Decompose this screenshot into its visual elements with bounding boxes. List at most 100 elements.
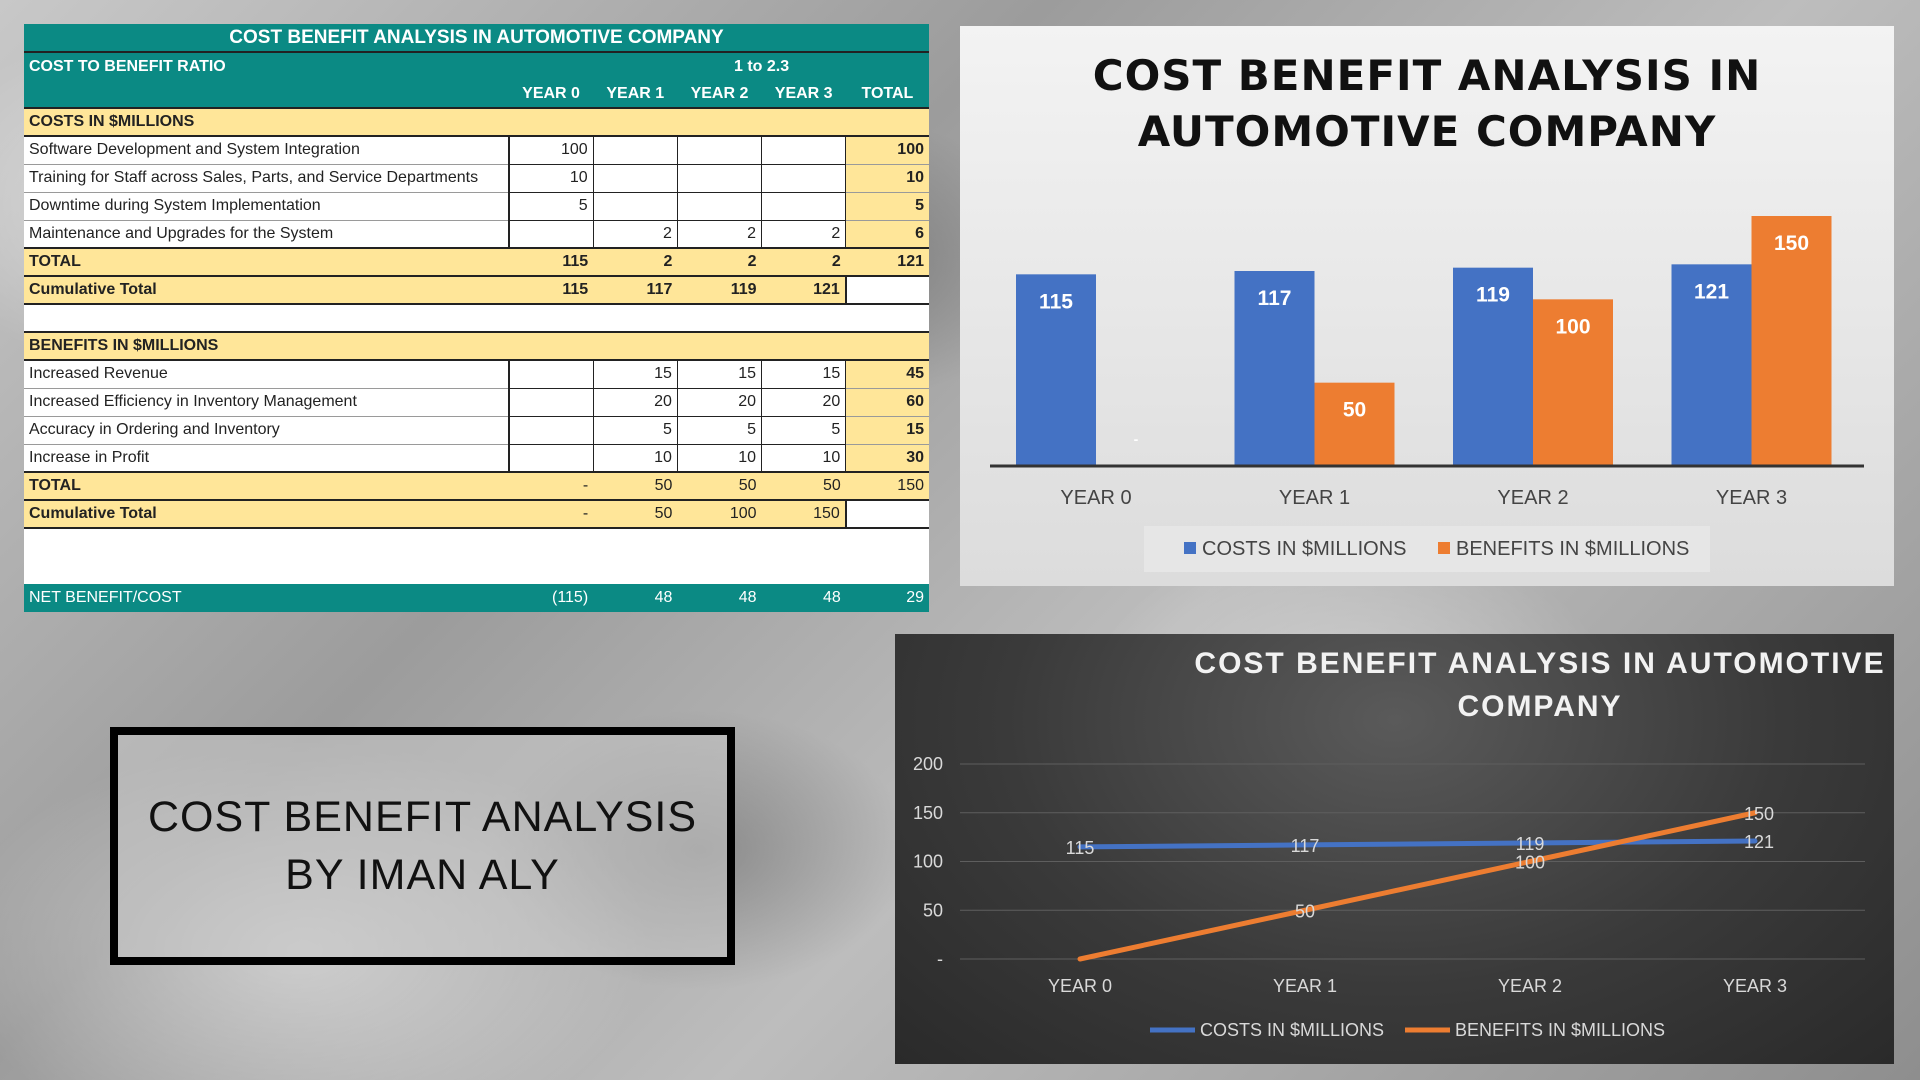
data-label: 100 bbox=[1515, 853, 1545, 873]
data-label: 50 bbox=[1343, 399, 1366, 422]
row-label: Training for Staff across Sales, Parts, … bbox=[24, 164, 510, 193]
spacer-cell bbox=[24, 556, 929, 584]
year-header: TOTAL bbox=[861, 84, 914, 102]
costs-total-row: TOTAL 115 2 2 2 121 bbox=[24, 247, 929, 277]
ratio-spacer bbox=[846, 52, 929, 80]
row-label: Increased Revenue bbox=[24, 360, 510, 389]
table-title: COST BENEFIT ANALYSIS IN AUTOMOTIVE COMP… bbox=[24, 24, 929, 53]
benefits-cumulative-row: Cumulative Total -50 100 150 bbox=[24, 500, 929, 529]
row-total: 10 bbox=[845, 164, 929, 193]
cell-value bbox=[508, 416, 594, 445]
costs-header-row: COSTS IN $MILLIONS bbox=[24, 107, 929, 137]
cell-value bbox=[677, 192, 763, 221]
legend-swatch bbox=[1184, 542, 1196, 554]
cumulative-label: Cumulative Total bbox=[24, 276, 509, 305]
author-title-line1: COST BENEFIT ANALYSIS bbox=[147, 793, 698, 841]
total-label: TOTAL bbox=[24, 247, 509, 277]
cumulative-blank bbox=[844, 276, 929, 305]
cell-value bbox=[761, 192, 847, 221]
cell-value bbox=[508, 220, 594, 249]
costs-cumulative-row: Cumulative Total 115 117 119 121 bbox=[24, 276, 929, 305]
spacer-row bbox=[24, 304, 929, 332]
x-tick-label: YEAR 2 bbox=[1498, 976, 1562, 996]
net-value: 48 bbox=[677, 584, 762, 612]
data-label: 115 bbox=[1066, 838, 1095, 858]
cell-value: 20 bbox=[677, 388, 763, 417]
line-chart: COST BENEFIT ANALYSIS IN AUTOMOTIVE COMPA… bbox=[895, 634, 1894, 1064]
bar bbox=[1016, 274, 1096, 466]
spacer-row bbox=[24, 556, 929, 584]
cell-value: 20 bbox=[593, 388, 678, 417]
cell-value: 5 bbox=[508, 192, 594, 221]
total-label: TOTAL bbox=[24, 471, 509, 501]
cell-value: 5 bbox=[677, 416, 763, 445]
chart-title: COST BENEFIT ANALYSIS IN bbox=[1093, 51, 1762, 100]
cell-value bbox=[508, 360, 594, 389]
bar bbox=[1533, 299, 1613, 466]
ratio-row: COST TO BENEFIT RATIO 1 to 2.3 bbox=[24, 52, 929, 80]
x-tick-label: YEAR 3 bbox=[1716, 487, 1787, 509]
year-header: YEAR 2 bbox=[690, 84, 749, 102]
author-title: COST BENEFIT ANALYSIS BY IMAN ALY bbox=[148, 788, 697, 904]
table-row: Downtime during System Implementation 5 5 bbox=[24, 192, 929, 221]
cell-value bbox=[508, 388, 594, 417]
cumulative-value: 50 bbox=[593, 500, 678, 529]
cell-value bbox=[677, 136, 763, 165]
y-tick-label: 150 bbox=[913, 803, 943, 823]
cell-value: 15 bbox=[677, 360, 763, 389]
row-total: 100 bbox=[845, 136, 929, 165]
total-value: 50 bbox=[593, 471, 678, 501]
data-label: 117 bbox=[1258, 287, 1292, 310]
grand-total: 121 bbox=[845, 247, 929, 277]
y-tick-label: 200 bbox=[913, 754, 943, 774]
bar bbox=[1234, 271, 1315, 466]
year-header: YEAR 3 bbox=[774, 84, 833, 102]
table-row: Increased Revenue 15 15 15 45 bbox=[24, 360, 929, 389]
data-label: 150 bbox=[1744, 804, 1774, 824]
cell-value: 2 bbox=[593, 220, 678, 249]
cumulative-value: 117 bbox=[593, 276, 678, 305]
net-value: 48 bbox=[761, 584, 846, 612]
row-label: Maintenance and Upgrades for the System bbox=[24, 220, 510, 249]
spacer-cell bbox=[24, 528, 929, 556]
cell-value: 5 bbox=[761, 416, 847, 445]
ratio-spacer bbox=[593, 52, 677, 80]
cell-value bbox=[761, 164, 847, 193]
cell-value: 10 bbox=[761, 444, 847, 473]
table-row: Software Development and System Integrat… bbox=[24, 136, 929, 165]
year-header: YEAR 0 bbox=[522, 84, 580, 102]
chart-title: COST BENEFIT ANALYSIS IN AUTOMOTIVE bbox=[1194, 647, 1885, 680]
data-label: 100 bbox=[1555, 315, 1590, 338]
chart-title: COMPANY bbox=[1457, 690, 1622, 723]
bar bbox=[1453, 267, 1533, 466]
row-label: Increase in Profit bbox=[24, 444, 510, 473]
benefits-header-row: BENEFITS IN $MILLIONS bbox=[24, 331, 929, 361]
data-label: 119 bbox=[1476, 284, 1510, 307]
legend-label: BENEFITS IN $MILLIONS bbox=[1456, 538, 1689, 560]
data-label: 119 bbox=[1516, 834, 1545, 854]
bar-chart-svg: COST BENEFIT ANALYSIS IN AUTOMOTIVE COMPA… bbox=[990, 51, 1864, 572]
data-label: 121 bbox=[1694, 280, 1729, 303]
spacer-row bbox=[24, 528, 929, 556]
legend-box bbox=[1144, 526, 1710, 572]
data-label: 50 bbox=[1295, 901, 1315, 921]
net-label: NET BENEFIT/COST bbox=[24, 584, 509, 612]
total-value: 115 bbox=[508, 247, 594, 277]
cell-value: 2 bbox=[677, 220, 763, 249]
data-label: 117 bbox=[1291, 836, 1320, 856]
data-label: 150 bbox=[1774, 232, 1809, 255]
cell-value bbox=[761, 136, 847, 165]
total-value: 2 bbox=[761, 247, 846, 277]
spreadsheet: COST BENEFIT ANALYSIS IN AUTOMOTIVE COMP… bbox=[24, 24, 929, 612]
table-title-row: COST BENEFIT ANALYSIS IN AUTOMOTIVE COMP… bbox=[24, 24, 929, 53]
x-tick-label: YEAR 2 bbox=[1497, 487, 1568, 509]
series-line bbox=[1077, 810, 1758, 962]
row-total: 60 bbox=[845, 388, 929, 417]
cell-value bbox=[677, 164, 763, 193]
row-total: 30 bbox=[845, 444, 929, 473]
table-row: Accuracy in Ordering and Inventory 5 5 5 15 bbox=[24, 416, 929, 445]
series-line bbox=[1077, 838, 1758, 850]
year-header-row: YEAR 0 YEAR 1 YEAR 2 YEAR 3 TOTAL bbox=[24, 80, 929, 108]
legend-label: BENEFITS IN $MILLIONS bbox=[1455, 1020, 1665, 1040]
author-title-box: COST BENEFIT ANALYSIS BY IMAN ALY bbox=[110, 727, 735, 965]
